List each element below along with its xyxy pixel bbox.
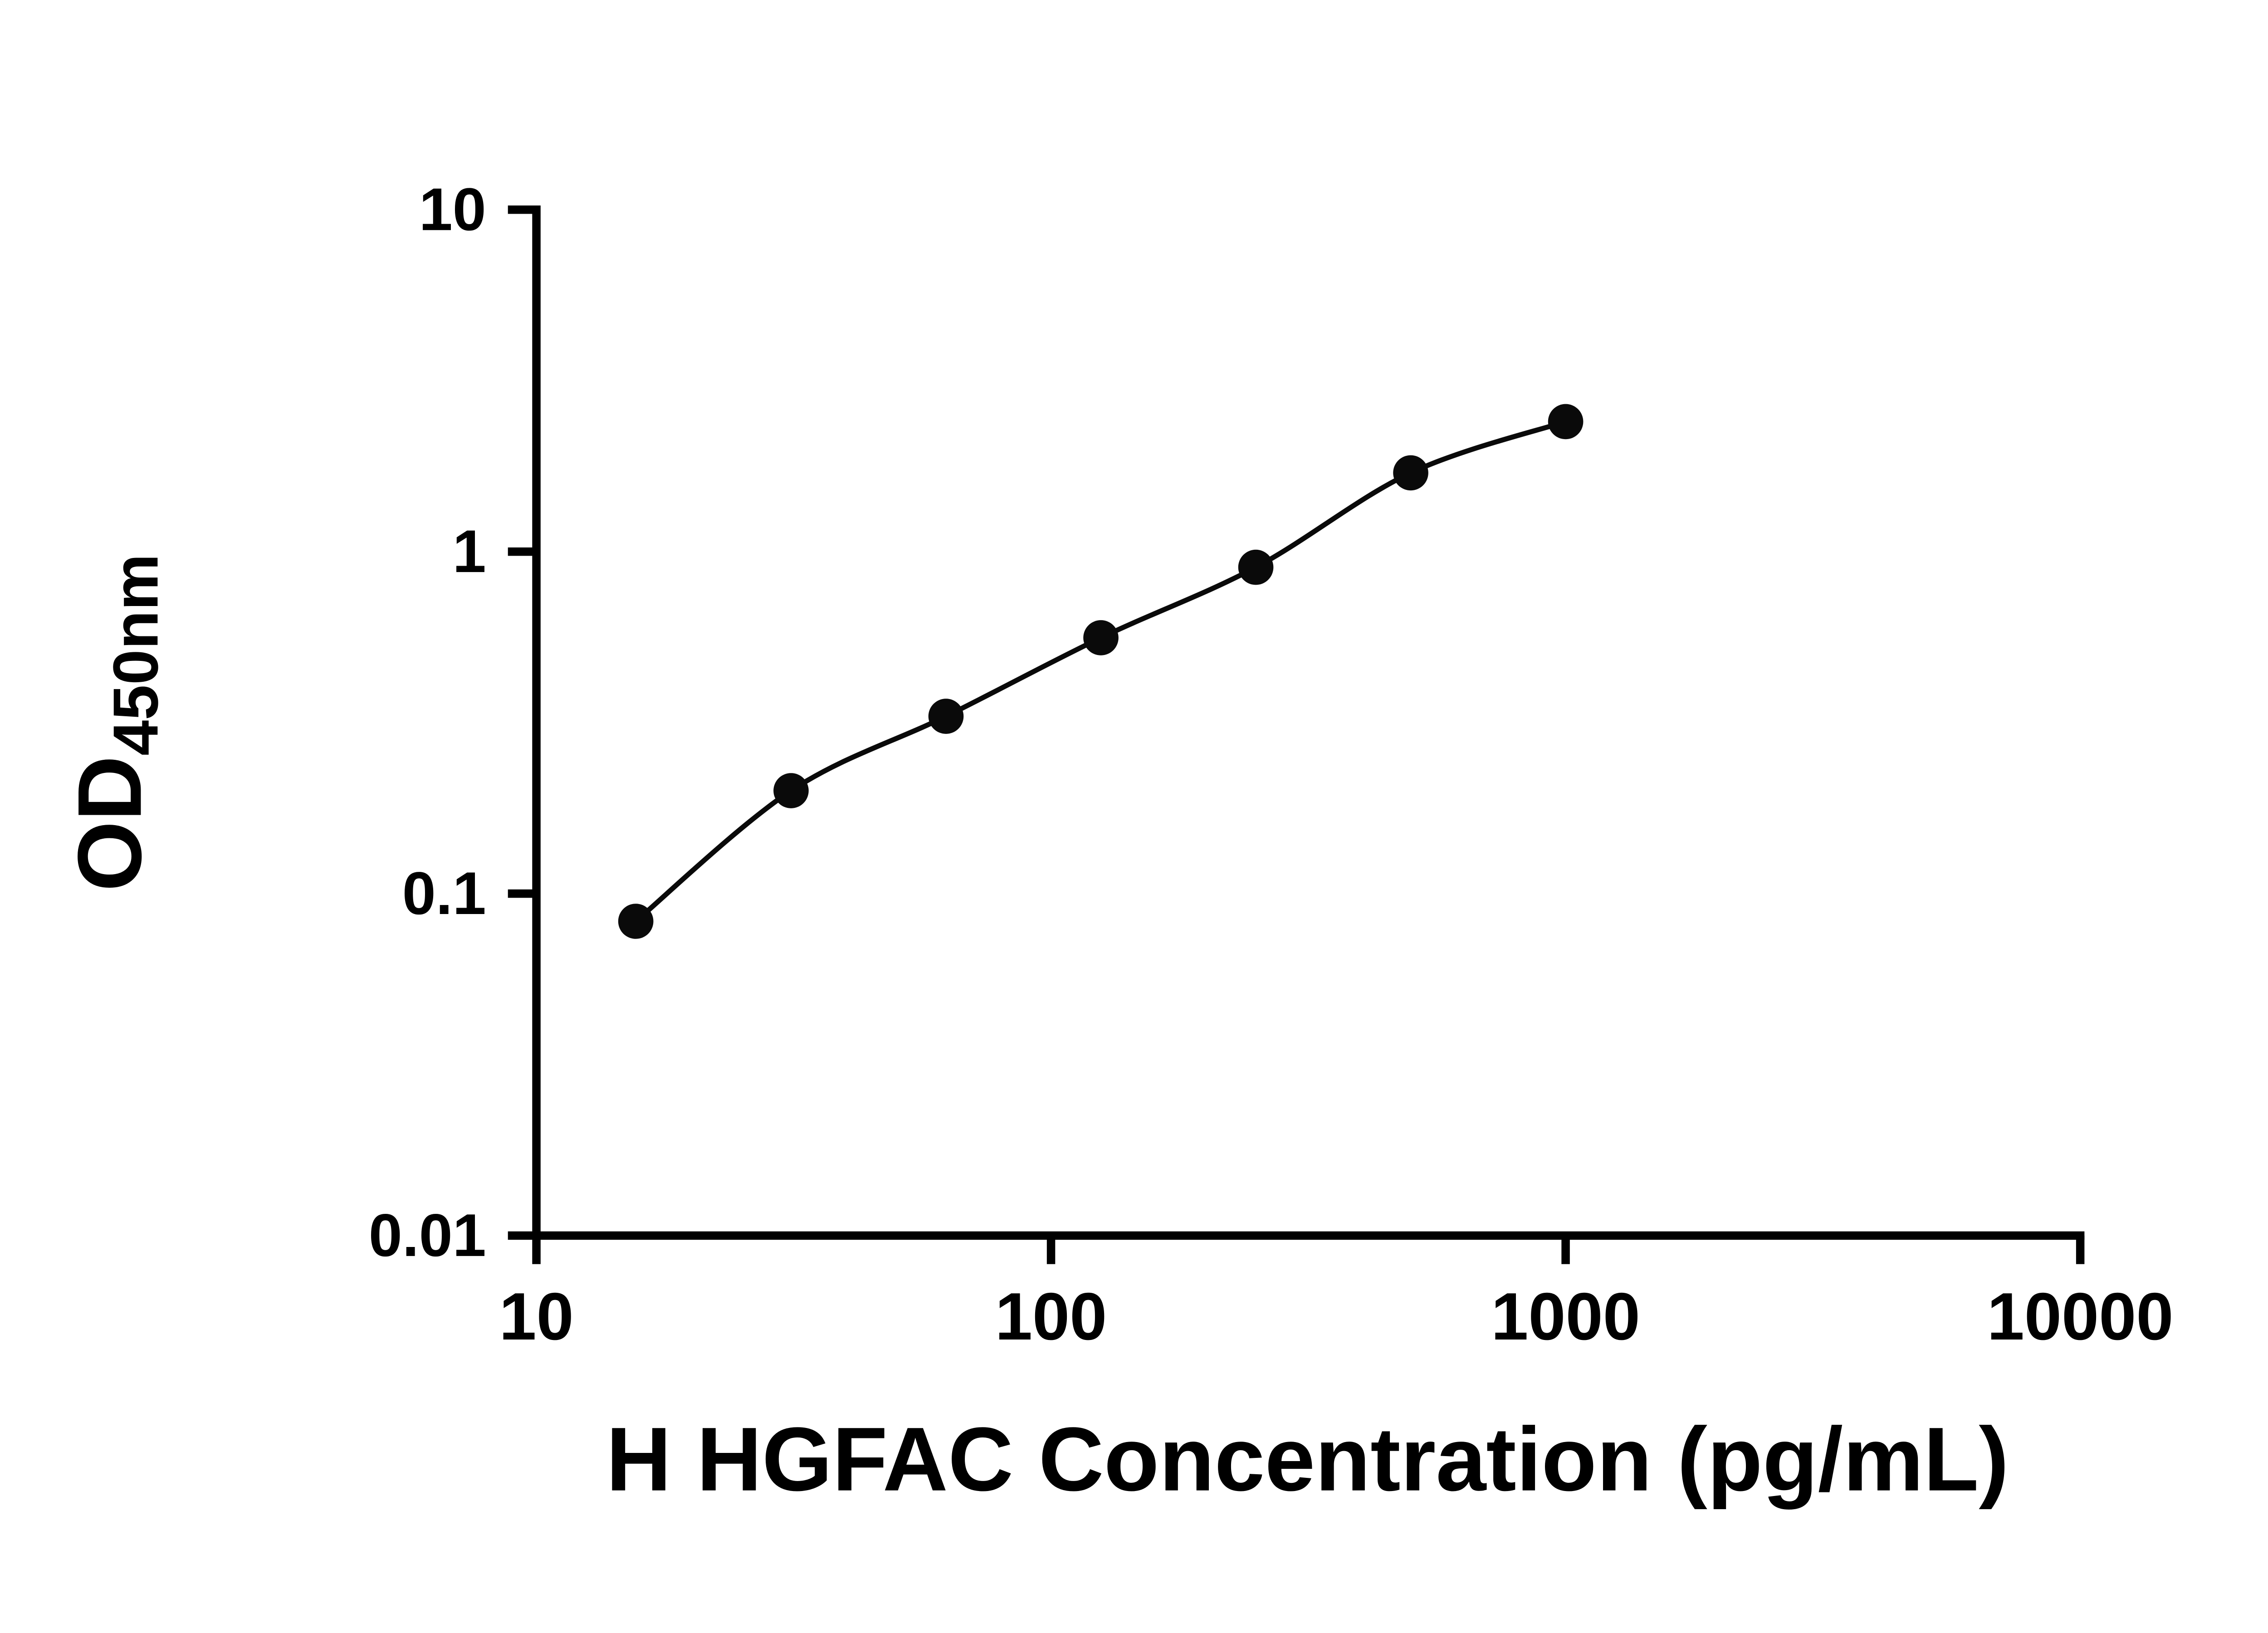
x-tick-label: 100 [995,1279,1107,1354]
data-point [1083,620,1119,655]
y-tick-label: 1 [453,518,486,585]
y-axis-label-main: OD [59,756,160,891]
data-point [928,699,964,734]
y-axis-label: OD450nm [59,554,171,891]
y-axis-label-sub: 450nm [100,554,171,756]
y-tick-label: 10 [419,176,486,243]
plot-area: 10 100 1000 10000 10 1 0.1 0.01 [369,176,2174,1354]
x-tick-label: 1000 [1491,1279,1640,1354]
data-point [1393,455,1428,491]
x-tick-label: 10000 [1987,1279,2174,1354]
data-point [618,904,654,939]
axis-frame [532,205,2085,1240]
data-point [1548,404,1584,440]
x-axis-label: H HGFAC Concentration (pg/mL) [606,1409,2009,1510]
y-tick-label: 0.1 [402,860,486,927]
x-tick-label: 10 [499,1279,573,1354]
fit-curve [634,419,1567,924]
y-tick-label: 0.01 [369,1202,486,1269]
data-point [1238,549,1274,585]
data-point [773,773,809,808]
